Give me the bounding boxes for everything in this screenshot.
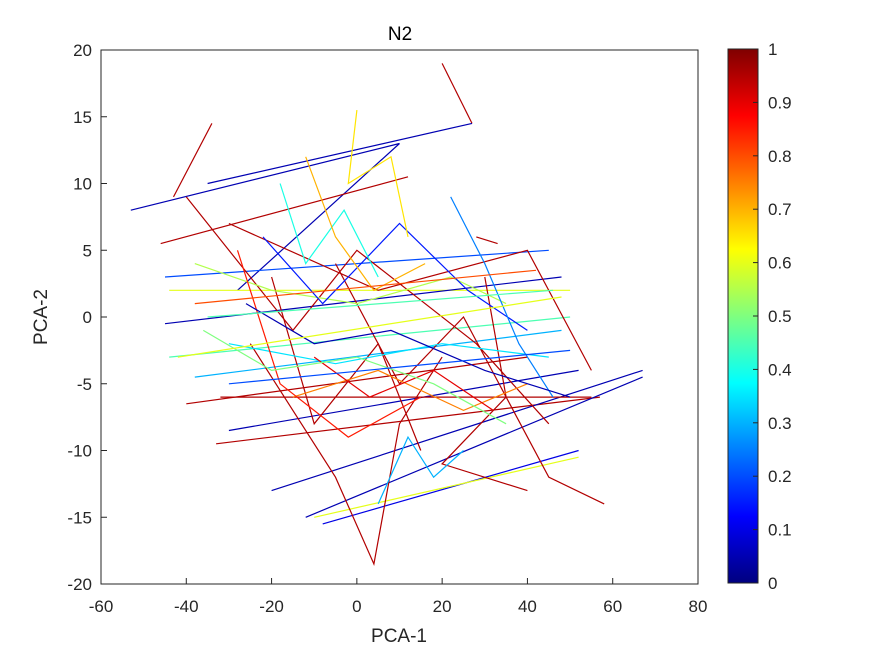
colorbar-tick-label: 1 [768,40,777,59]
colorbar-tick-label: 0.5 [768,307,792,326]
trace-40 [207,289,554,318]
y-tick-label: -15 [67,508,92,527]
colorbar-tick-label: 0.8 [768,147,792,166]
trace-37 [377,435,464,505]
x-tick-label: 0 [352,597,361,616]
x-tick-label: 40 [518,597,537,616]
trace-36 [305,156,426,292]
trace-21 [334,263,605,505]
y-axis-label: PCA-2 [31,289,52,345]
trace-0 [130,142,400,211]
trace-31 [347,110,409,238]
x-tick-label: -40 [174,597,199,616]
x-axis-label: PCA-1 [371,626,427,647]
colorbar-tick-label: 0.4 [768,360,792,379]
colorbar-tick-label: 0.9 [768,93,792,112]
trace-20 [228,222,592,371]
trace-29 [236,250,422,438]
trace-22 [271,276,422,451]
trace-14 [271,369,643,492]
trace-39 [177,296,562,358]
colorbar-tick-label: 0.6 [768,254,792,273]
trace-32 [450,196,554,398]
x-tick-label: -20 [259,597,284,616]
trace-9 [169,316,571,358]
trace-26 [228,343,549,365]
chart-title: N2 [388,24,412,45]
trace-4 [172,123,213,198]
x-tick-label: -60 [89,597,114,616]
y-tick-label: 0 [83,308,92,327]
plot-area-frame [100,49,699,585]
y-axis: 20 15 10 5 0 -5 -10 -15 -20 [67,41,107,594]
trace-33 [313,356,494,411]
trace-27 [262,222,528,331]
trace-42 [194,269,537,305]
colorbar-tick-label: 0.1 [768,521,792,540]
y-tick-label: 5 [83,241,92,260]
x-tick-label: 60 [603,597,622,616]
trace-24 [440,276,528,492]
y-tick-label: -5 [77,375,92,394]
colorbar-ticks: 1 0.9 0.8 0.7 0.6 0.5 0.4 0.3 0.2 0.1 0 [753,40,792,593]
trace-30 [279,183,379,278]
colorbar-tick-label: 0.7 [768,200,792,219]
trace-28 [292,369,528,412]
trace-8 [164,276,562,325]
trace-16 [322,449,579,525]
trace-34 [245,303,571,398]
colorbar-tick-label: 0.2 [768,467,792,486]
x-tick-label: 20 [433,597,452,616]
x-axis: -60 -40 -20 0 20 40 60 80 [89,578,708,616]
trace-11 [194,329,562,378]
trace-17 [314,456,579,518]
trace-35 [202,329,507,425]
y-tick-label: 15 [73,108,92,127]
trace-38 [476,236,498,245]
y-tick-label: 20 [73,41,92,60]
trace-19 [185,196,550,425]
y-tick-label: -10 [67,442,92,461]
colorbar-tick-label: 0 [768,574,777,593]
colorbar-tick-label: 0.3 [768,414,792,433]
trace-3 [207,122,473,185]
trace-15 [305,376,643,518]
trace-5 [160,176,409,245]
trace-6 [164,249,549,278]
x-tick-label: 80 [689,597,708,616]
trace-group [130,63,643,567]
y-tick-label: -20 [67,575,92,594]
trace-12 [228,369,579,432]
trace-25 [194,263,507,305]
y-tick-label: 10 [73,175,92,194]
trace-41 [228,349,571,385]
trace-2 [441,63,473,124]
